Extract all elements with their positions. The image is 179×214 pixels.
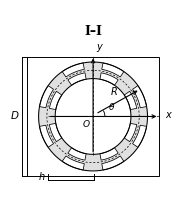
Polygon shape (62, 63, 84, 77)
Polygon shape (62, 156, 84, 170)
Polygon shape (102, 156, 124, 170)
Text: θ: θ (108, 103, 114, 112)
Polygon shape (124, 91, 137, 110)
Polygon shape (133, 125, 147, 147)
Polygon shape (133, 86, 147, 108)
Polygon shape (124, 123, 137, 142)
Polygon shape (40, 86, 54, 108)
Text: y: y (97, 42, 102, 52)
Text: D: D (11, 111, 19, 122)
Polygon shape (100, 148, 118, 160)
Polygon shape (49, 91, 62, 110)
Text: h: h (39, 172, 45, 182)
Polygon shape (102, 63, 124, 77)
Polygon shape (49, 123, 62, 142)
Polygon shape (68, 148, 86, 160)
Text: O: O (82, 120, 90, 129)
Polygon shape (68, 73, 86, 85)
Text: x: x (165, 110, 171, 120)
Polygon shape (100, 73, 118, 85)
Polygon shape (39, 62, 147, 171)
Text: R: R (111, 87, 118, 97)
Bar (27, 57, 159, 176)
Text: I–I: I–I (84, 25, 102, 38)
Polygon shape (40, 125, 54, 147)
